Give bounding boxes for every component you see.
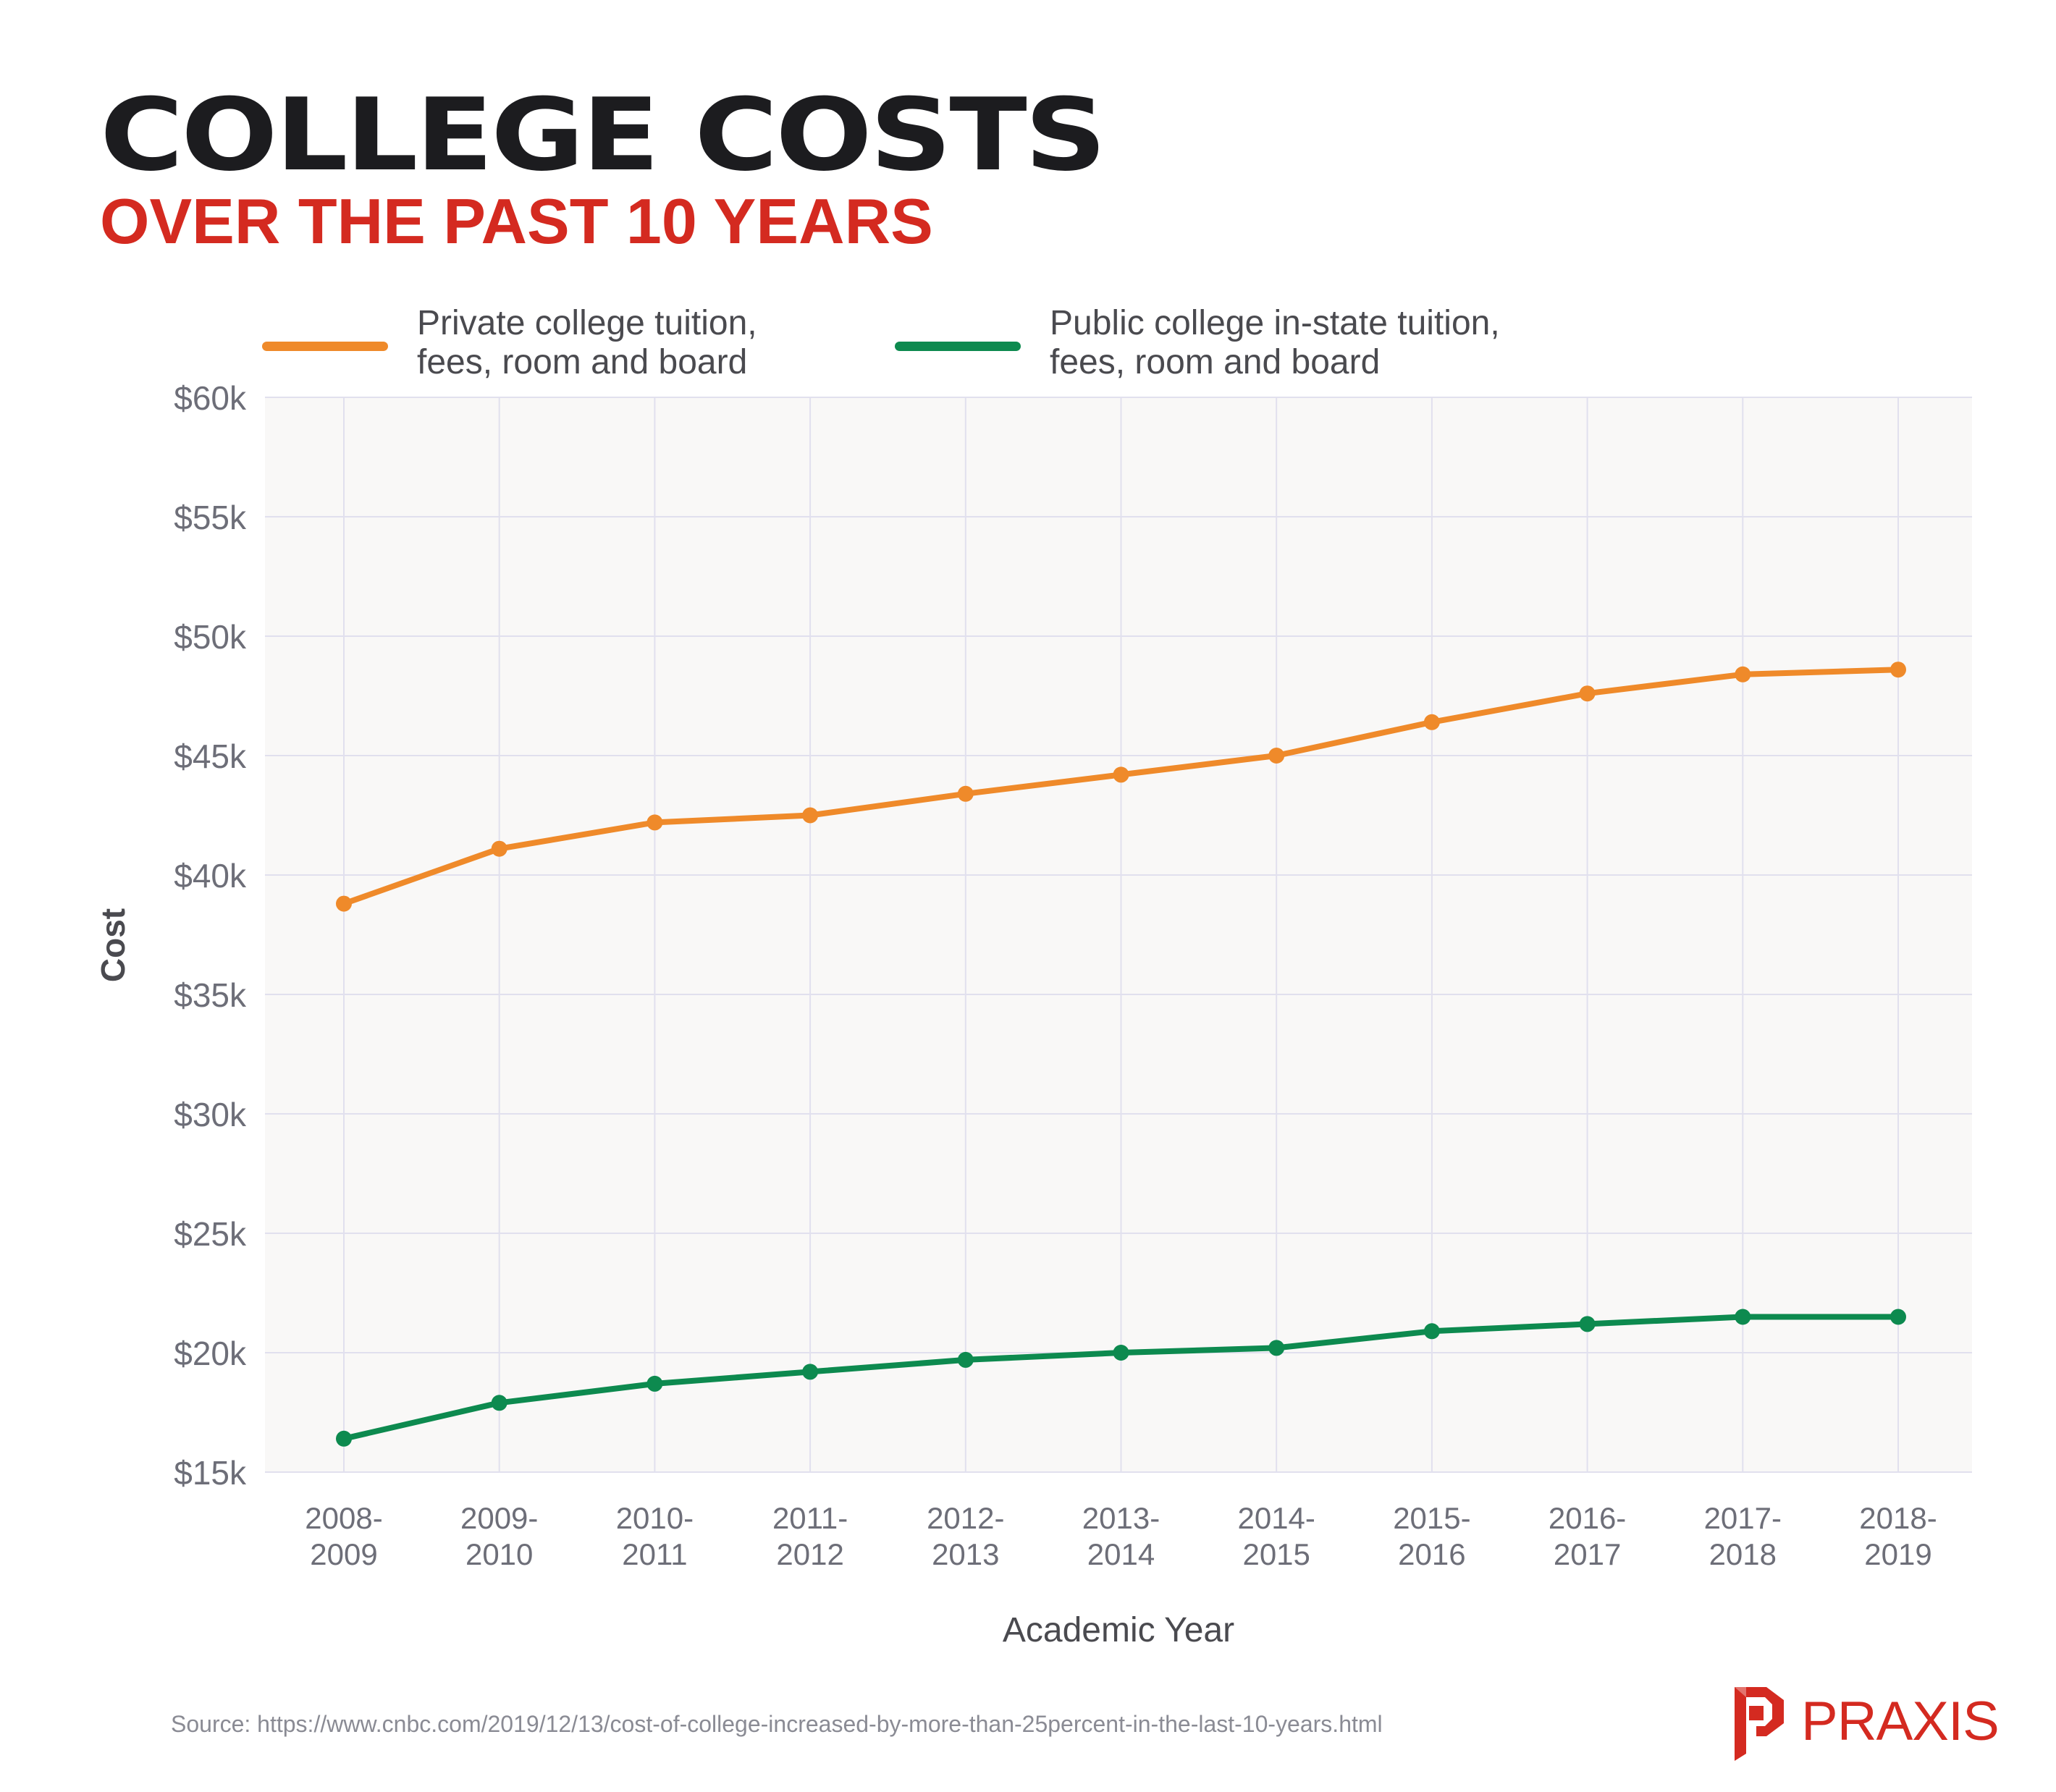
- data-point-public: [491, 1395, 507, 1411]
- x-tick-line1: 2017-: [1704, 1501, 1782, 1535]
- data-point-private: [1268, 748, 1285, 764]
- data-point-public: [1735, 1309, 1751, 1325]
- data-point-public: [802, 1364, 819, 1380]
- x-tick-line2: 2018: [1709, 1537, 1777, 1571]
- y-tick-label: $25k: [174, 1215, 247, 1253]
- data-point-public: [1890, 1309, 1906, 1325]
- x-tick-label: 2017-2018: [1704, 1501, 1782, 1571]
- x-tick-line1: 2012-: [927, 1501, 1004, 1535]
- x-tick-label: 2013-2014: [1082, 1501, 1160, 1571]
- x-tick-line2: 2015: [1242, 1537, 1310, 1571]
- data-point-private: [1579, 685, 1596, 702]
- data-point-private: [1735, 666, 1751, 682]
- x-tick-line2: 2011: [622, 1537, 687, 1571]
- y-tick-label: $45k: [174, 737, 247, 775]
- y-tick-label: $55k: [174, 499, 247, 536]
- x-tick-label: 2011-2012: [772, 1501, 848, 1571]
- y-tick-label: $50k: [174, 618, 247, 656]
- data-point-private: [1890, 662, 1906, 678]
- data-point-private: [336, 895, 352, 912]
- x-tick-line2: 2016: [1398, 1537, 1465, 1571]
- x-tick-line1: 2014-: [1237, 1501, 1315, 1535]
- data-point-private: [646, 814, 663, 831]
- data-point-public: [646, 1375, 663, 1392]
- y-axis-label: Cost: [94, 908, 132, 982]
- x-axis-label: Academic Year: [1003, 1611, 1234, 1649]
- chart-subtitle: OVER THE PAST 10 YEARS: [100, 185, 933, 257]
- x-tick-label: 2018-2019: [1859, 1501, 1937, 1571]
- data-point-private: [957, 785, 974, 802]
- data-point-private: [1423, 714, 1440, 730]
- x-tick-line1: 2011-: [772, 1501, 848, 1535]
- data-point-public: [336, 1430, 352, 1447]
- plot-area: [265, 397, 1972, 1472]
- x-tick-line2: 2013: [932, 1537, 999, 1571]
- y-tick-label: $20k: [174, 1335, 247, 1372]
- x-tick-label: 2014-2015: [1237, 1501, 1315, 1571]
- x-tick-label: 2015-2016: [1393, 1501, 1470, 1571]
- data-point-private: [1113, 766, 1129, 783]
- data-point-public: [1423, 1323, 1440, 1340]
- x-tick-line1: 2008-: [305, 1501, 382, 1535]
- data-point-private: [491, 840, 507, 857]
- y-tick-label: $35k: [174, 976, 247, 1014]
- x-tick-label: 2009-2010: [460, 1501, 538, 1571]
- x-tick-line2: 2014: [1087, 1537, 1155, 1571]
- legend-public-line1: Public college in-state tuition,: [1050, 304, 1500, 342]
- legend-private-line2: fees, room and board: [417, 343, 748, 381]
- data-point-public: [1268, 1340, 1285, 1356]
- x-tick-label: 2012-2013: [927, 1501, 1004, 1571]
- y-tick-label: $60k: [174, 379, 247, 417]
- x-tick-line1: 2010-: [616, 1501, 694, 1535]
- x-tick-line2: 2010: [465, 1537, 533, 1571]
- legend-public-label: Public college in-state tuition, fees, r…: [1050, 304, 1500, 382]
- x-tick-line2: 2017: [1554, 1537, 1621, 1571]
- chart-title: COLLEGE COSTS: [100, 77, 1107, 193]
- x-tick-line1: 2009-: [460, 1501, 538, 1535]
- y-tick-label: $40k: [174, 857, 247, 895]
- x-tick-label: 2008-2009: [305, 1501, 382, 1571]
- praxis-wordmark: PRAXIS: [1801, 1691, 2000, 1752]
- data-point-public: [1579, 1316, 1596, 1332]
- legend-private-line1: Private college tuition,: [417, 304, 757, 342]
- x-tick-line2: 2019: [1864, 1537, 1931, 1571]
- x-tick-line1: 2015-: [1393, 1501, 1470, 1535]
- legend-private-swatch: [262, 342, 388, 351]
- data-point-public: [957, 1351, 974, 1368]
- x-tick-line1: 2013-: [1082, 1501, 1160, 1535]
- legend-public-swatch: [895, 342, 1021, 351]
- x-tick-label: 2016-2017: [1549, 1501, 1626, 1571]
- praxis-logo-icon: [1735, 1687, 1784, 1761]
- x-tick-line2: 2012: [776, 1537, 843, 1571]
- x-tick-label: 2010-2011: [616, 1501, 694, 1571]
- data-point-private: [802, 807, 819, 824]
- y-tick-label: $30k: [174, 1096, 247, 1133]
- x-tick-line1: 2018-: [1859, 1501, 1937, 1535]
- x-tick-line2: 2009: [310, 1537, 377, 1571]
- legend-public-line2: fees, room and board: [1050, 343, 1381, 381]
- data-point-public: [1113, 1345, 1129, 1361]
- praxis-logo: PRAXIS: [1722, 1684, 2000, 1764]
- y-tick-label: $15k: [174, 1454, 247, 1492]
- legend-private-label: Private college tuition, fees, room and …: [417, 304, 757, 382]
- source-note: Source: https://www.cnbc.com/2019/12/13/…: [171, 1711, 1383, 1737]
- x-tick-line1: 2016-: [1549, 1501, 1626, 1535]
